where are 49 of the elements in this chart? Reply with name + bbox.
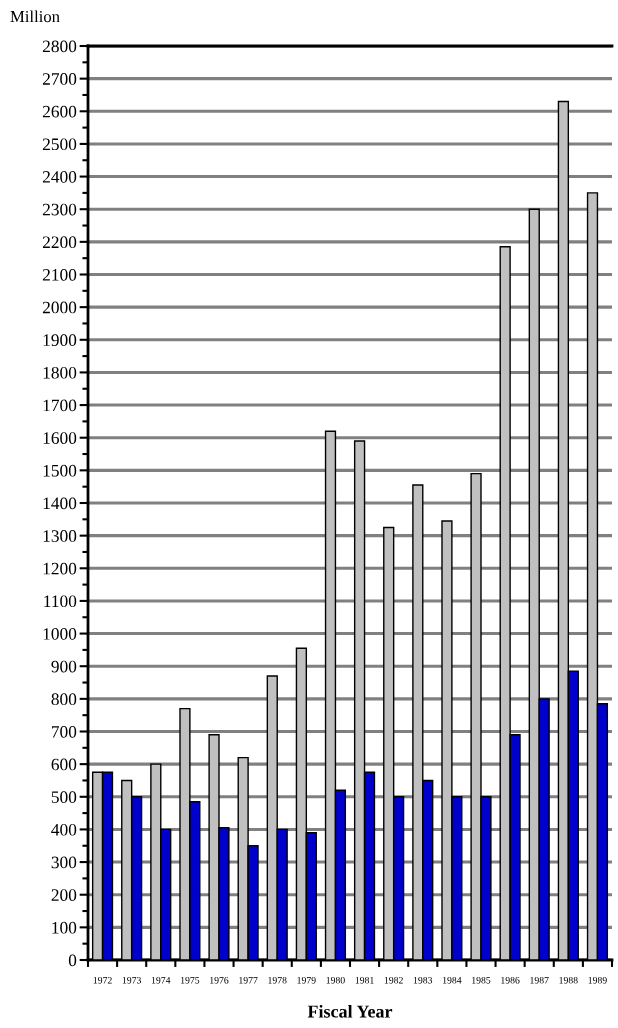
x-tick-label: 1989 [588,976,607,984]
y-tick-label: 700 [51,725,77,738]
y-tick-label: 2500 [42,138,77,151]
y-tick-label: 500 [51,791,77,803]
x-tick-label: 1983 [413,976,433,984]
y-tick-label: 600 [51,758,77,771]
x-tick-label: 1985 [472,976,491,984]
x-tick-label: 1984 [443,976,462,984]
x-tick-label: 1972 [93,976,112,984]
x-tick-label: 1987 [530,976,549,984]
x-axis-title: Fiscal Year [307,1004,393,1018]
y-tick-label: 800 [51,693,77,706]
x-tick-label: 1980 [326,976,345,984]
x-tick-label: 1982 [384,976,403,984]
x-tick-label: 1986 [501,976,520,984]
y-tick-label: 0 [68,954,77,967]
x-tick-label: 1973 [122,976,142,984]
y-tick-label: 1500 [43,464,77,477]
y-axis-title: Million [10,10,60,23]
y-tick-label: 2300 [42,203,77,216]
x-tick-label: 1988 [559,976,578,984]
y-tick-label: 900 [51,660,77,673]
y-tick-label: 2800 [42,40,77,53]
x-tick-label: 1974 [151,976,171,984]
x-tick-label: 1976 [210,976,229,984]
y-tick-label: 300 [51,856,77,869]
y-tick-label: 200 [51,889,77,901]
y-tick-label: 1900 [43,334,77,346]
x-tick-label: 1981 [355,976,374,984]
y-tick-label: 2700 [42,73,77,85]
y-tick-label: 1600 [43,432,77,444]
y-tick-label: 1300 [43,530,77,542]
y-tick-label: 100 [52,921,77,934]
x-tick-label: 1975 [181,976,200,984]
x-tick-label: 1978 [268,976,287,984]
y-tick-label: 2400 [42,171,77,183]
y-tick-label: 1100 [44,595,77,608]
y-tick-label: 2100 [42,268,77,281]
y-tick-label: 1700 [43,399,77,412]
y-tick-label: 2000 [42,301,77,314]
y-tick-label: 1400 [43,497,77,510]
y-tick-label: 1200 [43,562,77,575]
y-tick-label: 1000 [43,628,77,640]
y-tick-label: 400 [51,823,77,836]
y-tick-label: 2600 [42,105,77,118]
x-tick-label: 1979 [297,976,316,984]
y-tick-label: 2200 [42,236,77,249]
y-tick-label: 1800 [43,366,77,379]
x-tick-label: 1977 [239,976,258,984]
